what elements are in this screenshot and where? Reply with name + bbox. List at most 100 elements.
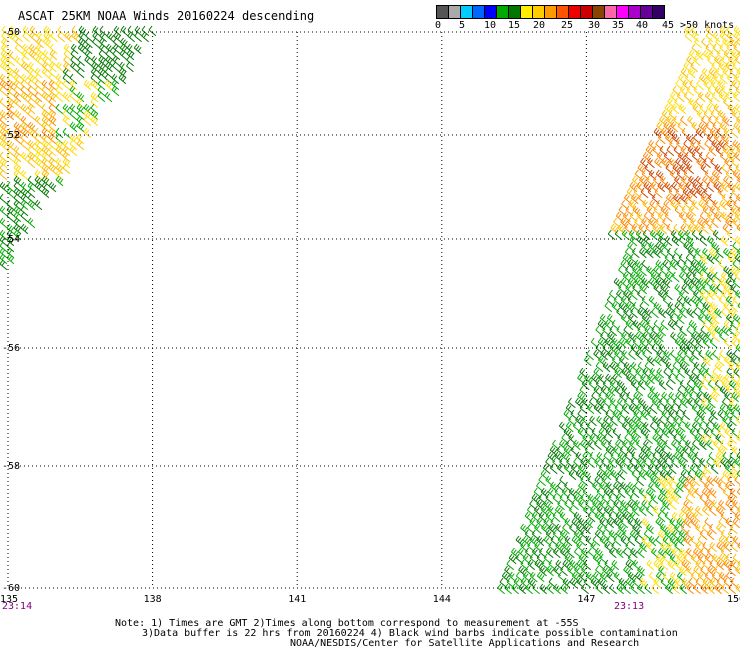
wind-barb	[691, 229, 700, 241]
wind-barb	[105, 43, 114, 55]
wind-barb	[0, 253, 8, 265]
wind-barb	[687, 67, 696, 79]
lat-lon-grid	[7, 31, 732, 589]
wind-barb	[705, 349, 713, 361]
wind-barb	[682, 409, 691, 421]
wind-barb	[734, 73, 740, 84]
wind-barb	[20, 169, 29, 181]
lat-tick-label: -56	[2, 343, 20, 354]
wind-barb	[62, 157, 71, 169]
wind-barb	[589, 415, 597, 427]
wind-barb	[684, 151, 693, 163]
wind-barb	[698, 121, 707, 133]
map-frame	[7, 31, 732, 589]
wind-barb	[686, 85, 695, 97]
wind-barb	[8, 25, 17, 37]
wind-barb	[27, 103, 36, 115]
wind-barb	[34, 115, 43, 127]
wind-barb	[13, 91, 22, 103]
wind-barb	[581, 547, 589, 559]
lat-tick-label: -60	[2, 583, 20, 594]
wind-barb	[105, 49, 114, 61]
wind-barb	[120, 37, 128, 49]
wind-barb	[97, 85, 106, 97]
wind-barb	[55, 91, 64, 103]
wind-barb	[48, 73, 57, 85]
wind-barb	[0, 73, 8, 85]
wind-barb	[656, 367, 665, 379]
scale-label: 0	[435, 20, 442, 31]
wind-barb	[684, 25, 693, 37]
wind-barb	[48, 109, 57, 121]
wind-barb	[13, 193, 22, 205]
wind-barb	[529, 571, 538, 583]
wind-barb	[41, 85, 50, 97]
axis-labels: -50-52-54-56-58-6013513814114414715023:1…	[0, 27, 740, 612]
wind-barb	[686, 307, 694, 319]
wind-barb	[645, 433, 653, 445]
wind-barb	[7, 55, 15, 67]
wind-barb	[0, 241, 8, 253]
wind-barb	[141, 31, 149, 43]
wind-barb	[0, 163, 8, 175]
wind-barb	[0, 259, 8, 271]
scale-label: 35	[612, 20, 625, 31]
wind-barb	[62, 145, 71, 157]
wind-barb	[568, 397, 576, 409]
wind-barb	[0, 97, 8, 109]
wind-barb	[630, 547, 638, 559]
wind-barb	[732, 91, 740, 103]
wind-barb	[13, 73, 22, 85]
wind-barb	[27, 73, 36, 85]
wind-barb	[34, 175, 43, 187]
wind-barb	[1, 25, 10, 37]
wind-barb	[69, 109, 78, 121]
wind-barb	[41, 151, 50, 163]
wind-barb	[27, 187, 36, 199]
wind-barb	[34, 139, 43, 151]
wind-barb	[710, 409, 719, 421]
wind-barb	[127, 31, 135, 43]
wind-barb	[726, 31, 735, 43]
wind-barb	[13, 205, 22, 217]
wind-barb	[0, 79, 8, 91]
wind-barb	[658, 379, 667, 391]
wind-barb	[34, 127, 43, 139]
wind-barb	[27, 67, 36, 79]
wind-barb	[113, 31, 122, 43]
wind-barb	[62, 109, 71, 121]
wind-barb	[34, 67, 43, 79]
wind-barb	[13, 187, 22, 199]
wind-barb	[734, 103, 740, 113]
wind-barb	[735, 289, 740, 299]
wind-barb	[55, 103, 64, 115]
wind-barb	[34, 73, 43, 85]
wind-barb	[64, 31, 73, 43]
lon-tick-label: 147	[577, 594, 595, 605]
wind-barb	[0, 121, 8, 133]
wind-barb	[41, 139, 50, 151]
wind-barb	[127, 25, 136, 37]
wind-barb	[628, 229, 637, 241]
wind-barb	[719, 25, 728, 37]
lon-tick-label: 150	[727, 594, 740, 605]
wind-barb	[632, 247, 640, 259]
wind-barb	[20, 133, 29, 145]
wind-barb	[90, 115, 99, 127]
wind-barb	[91, 55, 99, 67]
wind-barb	[6, 235, 15, 247]
wind-barb	[701, 223, 710, 235]
wind-barb	[34, 169, 43, 181]
wind-barb	[659, 115, 667, 127]
wind-barb	[734, 211, 740, 221]
wind-barb	[112, 61, 120, 73]
wind-barb	[27, 145, 36, 157]
wind-barb	[92, 37, 100, 49]
wind-barb	[0, 55, 9, 67]
wind-barb	[50, 31, 58, 43]
wind-barb	[78, 37, 86, 49]
wind-barb	[41, 109, 50, 121]
wind-barb	[6, 67, 15, 79]
wind-barb	[20, 223, 29, 235]
wind-barb	[725, 169, 734, 181]
